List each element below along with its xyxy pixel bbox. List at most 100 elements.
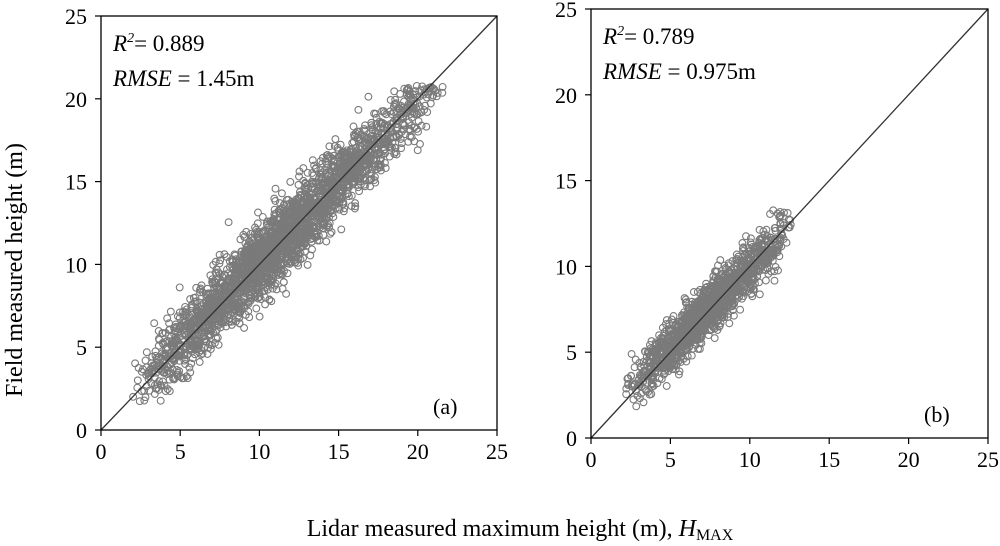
scatter-point bbox=[290, 202, 299, 211]
scatter-point bbox=[627, 372, 636, 380]
scatter-point bbox=[241, 252, 250, 261]
scatter-point bbox=[286, 177, 295, 186]
scatter-point bbox=[347, 191, 356, 200]
scatter-point bbox=[165, 387, 174, 396]
scatter-point bbox=[622, 384, 631, 393]
scatter-point bbox=[239, 271, 248, 280]
scatter-point bbox=[639, 398, 648, 407]
scatter-point bbox=[660, 327, 669, 336]
scatter-point bbox=[681, 315, 690, 324]
scatter-point bbox=[322, 184, 331, 192]
scatter-point bbox=[143, 369, 152, 378]
rmse-annotation-b: RMSE = 0.975m bbox=[602, 59, 756, 84]
scatter-point bbox=[203, 290, 212, 299]
scatter-point bbox=[406, 92, 415, 101]
scatter-point bbox=[129, 392, 138, 401]
scatter-point bbox=[354, 105, 363, 114]
r2-superscript: 2 bbox=[617, 24, 624, 39]
scatter-point bbox=[400, 84, 409, 93]
scatter-point bbox=[166, 307, 175, 316]
y-tick-label: 10 bbox=[65, 252, 87, 277]
scatter-point bbox=[432, 92, 441, 101]
scatter-point bbox=[131, 359, 140, 368]
scatter-point bbox=[339, 207, 348, 216]
scatter-point bbox=[622, 390, 631, 399]
scatter-point bbox=[751, 256, 760, 264]
y-tick-label: 0 bbox=[566, 426, 577, 451]
scatter-point bbox=[345, 168, 354, 177]
scatter-point bbox=[267, 297, 276, 306]
scatter-point bbox=[641, 367, 650, 376]
scatter-point bbox=[709, 323, 718, 332]
y-tick-label: 5 bbox=[76, 335, 87, 360]
scatter-point bbox=[245, 237, 254, 246]
scatter-point bbox=[195, 358, 204, 366]
scatter-point bbox=[254, 208, 262, 217]
scatter-point bbox=[301, 235, 310, 244]
scatter-point bbox=[745, 277, 754, 286]
scatter-point bbox=[218, 306, 227, 315]
scatter-point bbox=[777, 229, 786, 238]
scatter-point bbox=[354, 181, 363, 189]
scatter-point bbox=[397, 101, 406, 110]
scatter-point bbox=[720, 303, 729, 312]
scatter-point bbox=[142, 348, 151, 357]
scatter-point bbox=[135, 397, 144, 406]
scatter-point bbox=[291, 198, 300, 207]
scatter-point bbox=[208, 278, 217, 287]
scatter-point bbox=[755, 225, 764, 234]
scatter-point bbox=[218, 292, 227, 301]
y-tick-label: 20 bbox=[65, 87, 87, 112]
scatter-point bbox=[261, 293, 270, 302]
scatter-point bbox=[308, 156, 317, 165]
scatter-point bbox=[278, 284, 287, 293]
scatter-point bbox=[280, 236, 289, 245]
rmse-symbol: RMSE bbox=[112, 66, 172, 91]
scatter-point bbox=[746, 234, 755, 243]
scatter-point bbox=[266, 275, 275, 283]
scatter-point bbox=[241, 245, 250, 254]
scatter-point bbox=[629, 395, 638, 404]
scatter-point bbox=[194, 330, 203, 338]
scatter-point bbox=[716, 319, 725, 328]
x-tick-label: 20 bbox=[898, 447, 920, 472]
scatter-point bbox=[675, 349, 684, 358]
r-squared-annotation-a: R2= 0.889 bbox=[112, 31, 205, 56]
scatter-point bbox=[205, 326, 214, 335]
scatter-point bbox=[687, 351, 696, 360]
scatter-point bbox=[134, 363, 143, 372]
scatter-point bbox=[697, 339, 706, 348]
scatter-point bbox=[263, 277, 272, 286]
scatter-point bbox=[230, 250, 239, 259]
scatter-point bbox=[294, 180, 303, 189]
scatter-point bbox=[627, 350, 636, 358]
x-axis-label-text: Lidar measured maximum height (m), bbox=[307, 516, 679, 542]
scatter-point bbox=[291, 203, 300, 212]
scatter-point bbox=[180, 356, 189, 365]
y-tick-label: 15 bbox=[555, 169, 577, 194]
scatter-point bbox=[375, 160, 384, 169]
scatter-point bbox=[235, 319, 244, 328]
scatter-point bbox=[367, 118, 376, 127]
scatter-point bbox=[677, 334, 686, 343]
scatter-point bbox=[716, 256, 725, 265]
scatter-point bbox=[636, 370, 645, 379]
scatter-point bbox=[372, 113, 381, 122]
scatter-point bbox=[156, 381, 165, 390]
scatter-point bbox=[325, 142, 334, 151]
scatter-point bbox=[392, 116, 401, 125]
panel-label-a: (a) bbox=[433, 394, 457, 419]
scatter-point bbox=[647, 390, 656, 399]
scatter-point bbox=[387, 143, 396, 152]
scatter-point bbox=[219, 282, 228, 291]
scatter-point bbox=[337, 166, 346, 175]
scatter-point bbox=[231, 268, 240, 277]
scatter-point bbox=[326, 192, 335, 201]
scatter-point bbox=[147, 367, 156, 376]
scatter-point bbox=[226, 310, 235, 319]
scatter-point bbox=[279, 278, 288, 286]
scatter-point bbox=[428, 93, 436, 102]
scatter-point bbox=[248, 260, 257, 269]
scatter-point bbox=[288, 230, 297, 239]
scatter-point bbox=[338, 148, 347, 157]
